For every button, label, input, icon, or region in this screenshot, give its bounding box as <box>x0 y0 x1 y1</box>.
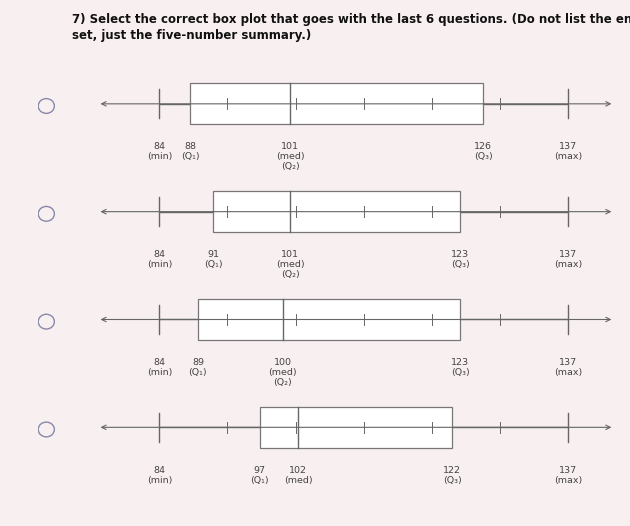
Text: 100
(med)
(Q₂): 100 (med) (Q₂) <box>268 358 297 387</box>
Text: 89
(Q₁): 89 (Q₁) <box>188 358 207 377</box>
Text: 122
(Q₃): 122 (Q₃) <box>443 466 462 484</box>
Bar <box>190 83 483 124</box>
Bar <box>198 299 460 340</box>
Text: 126
(Q₃): 126 (Q₃) <box>474 142 493 161</box>
Text: 84
(min): 84 (min) <box>147 142 172 161</box>
Text: 91
(Q₁): 91 (Q₁) <box>204 250 222 269</box>
Text: 137
(max): 137 (max) <box>554 358 582 377</box>
Text: 137
(max): 137 (max) <box>554 250 582 269</box>
Text: 7) Select the correct box plot that goes with the last 6 questions. (Do not list: 7) Select the correct box plot that goes… <box>72 13 630 26</box>
Text: 123
(Q₃): 123 (Q₃) <box>450 358 469 377</box>
Text: 88
(Q₁): 88 (Q₁) <box>181 142 200 161</box>
Text: 101
(med)
(Q₂): 101 (med) (Q₂) <box>276 142 305 171</box>
Bar <box>214 191 460 232</box>
Text: 137
(max): 137 (max) <box>554 142 582 161</box>
Text: 102
(med): 102 (med) <box>284 466 312 484</box>
Text: 123
(Q₃): 123 (Q₃) <box>450 250 469 269</box>
Text: 137
(max): 137 (max) <box>554 466 582 484</box>
Text: 101
(med)
(Q₂): 101 (med) (Q₂) <box>276 250 305 279</box>
Text: 84
(min): 84 (min) <box>147 466 172 484</box>
Bar <box>260 407 452 448</box>
Text: 84
(min): 84 (min) <box>147 358 172 377</box>
Text: 84
(min): 84 (min) <box>147 250 172 269</box>
Text: set, just the five-number summary.): set, just the five-number summary.) <box>72 29 312 42</box>
Text: 97
(Q₁): 97 (Q₁) <box>250 466 269 484</box>
